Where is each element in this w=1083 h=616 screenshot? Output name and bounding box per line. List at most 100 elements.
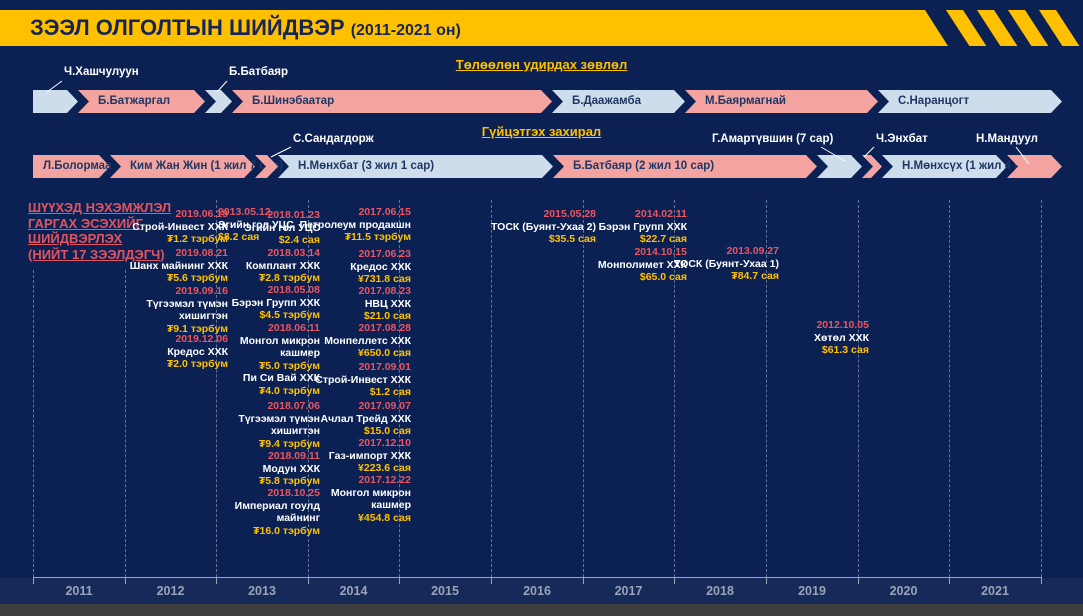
loan-entry-date: 2018.05.08 [267,284,320,296]
loan-entry-date: 2018.03.14 [267,247,320,259]
timeline-segment-label: Б.Батбаяр (2 жил 10 сар) [573,160,715,172]
loan-decision-entry: 2019.06.19 Строй-Инвест ХХК ₮1.2 тэрбум [132,208,228,246]
loan-decision-entry: 2018.05.08 Бэрэн Групп ХХК $4.5 тэрбум [232,284,320,322]
year-label: 2019 [798,584,826,598]
timeline-segment [33,90,78,113]
claims-heading-line: ШҮҮХЭД НЭХЭМЖЛЭЛ [28,200,172,215]
loan-entry-date: 2019.06.19 [175,208,228,220]
loan-entry-amount: ₮11.5 тэрбум [344,231,411,244]
loan-entry-company: Петролеум продакшн [299,218,411,231]
loan-entry-company: Түгээмэл түмэн [146,297,228,310]
year-label: 2013 [248,584,276,598]
loan-entry-date: 2017.06.15 [358,206,411,218]
callout-label: Ч.Хашчулуун [64,66,139,78]
year-gridline [216,200,217,577]
claims-heading: ШҮҮХЭД НЭХЭМЖЛЭЛ ГАРГАХ ЭСЭХИЙГ ШИЙДВЭРЛ… [28,200,171,262]
loan-decision-entry: 2018.03.14 Комплант ХХК ₮2.8 тэрбум [246,247,320,285]
loan-entry-date: 2018.01.23 [267,209,320,221]
loan-entry-company: Хөтөл ХХК [814,331,869,344]
axis-tick [674,577,675,584]
loan-entry-company: Пи Си Вай ХХК [242,372,320,384]
loan-decision-entry: 2018.09.11 Модун ХХК ₮5.8 тэрбум [259,450,320,488]
year-gridline [399,200,400,577]
loan-entry-company: Эгийн гол УЦС [244,221,320,234]
year-label: 2021 [981,584,1009,598]
timeline-segment [205,90,232,113]
loan-entry-company: Монгол микрон [330,486,411,499]
loan-entry-amount: ₮5.0 тэрбум [258,359,320,372]
timeline-segment [685,90,878,113]
loan-entry-company: хишигтэн [270,425,320,438]
loan-decision-entry: Пи Си Вай ХХК ₮4.0 тэрбум [243,372,320,397]
timeline-segment-label: С.Наранцогт [898,95,970,107]
loan-entry-amount: ₮2.0 тэрбум [166,358,228,371]
timeline-segment [33,155,110,178]
callout-label: Н.Мандуул [976,133,1038,145]
axis-tick [125,577,126,584]
loan-entry-amount: ¥454.8 сая [358,511,411,524]
timeline-segment [553,155,817,178]
year-gridline [491,200,492,577]
timeline-segment [862,155,882,178]
year-label: 2011 [65,584,93,598]
loan-entry-company: Газ-импорт ХХК [328,449,411,462]
loan-entry-amount: ¥223.6 сая [358,462,411,475]
claims-heading-line: ШИЙДВЭРЛЭХ [28,231,123,246]
loan-decision-entry: 2018.07.06 Түгээмэл түмэн хишигтэн ₮9.4 тэр… [238,400,320,450]
timeline-segment-label: М.Баярмагнай [705,95,786,107]
loan-entry-company: Бэрэн Групп ХХК [598,220,687,233]
axis-tick [491,577,492,584]
loan-decision-entry: 2017.12.22 Монгол микрон кашмер ¥454.8 сая [331,474,411,524]
timeline-segment-label: Б.Батжаргал [98,95,171,107]
loan-entry-company: Модун ХХК [262,462,320,475]
loan-entry-date: 2013.05.12 [218,206,271,218]
loan-entry-company: Строй-Инвест ХХК [315,373,411,386]
timeline-segment [882,155,1007,178]
loan-entry-amount: $21.0 сая [363,310,411,323]
callout-label: Ч.Энхбат [876,133,928,145]
axis-tick [583,577,584,584]
year-label: 2018 [706,584,734,598]
loan-entry-amount: ₮9.4 тэрбум [258,437,320,450]
loan-entry-date: 2019.08.21 [175,247,228,259]
claims-heading-line: ГАРГАХ ЭСЭХИЙГ [28,215,143,231]
loan-entry-date: 2017.06.23 [358,248,411,260]
loan-entry-date: 2017.12.22 [358,474,411,486]
loan-decision-entry: 2017.06.23 Кредос ХХК ¥731.8 сая [350,248,411,286]
loan-entry-amount: ¥650.0 сая [358,347,411,360]
loan-entry-company: майнинг [276,512,320,525]
loan-entry-date: 2017.12.10 [358,437,411,449]
loan-decision-entry: 2018.10.25 Империал гоулд майнинг ₮16.0 тэр… [235,487,320,537]
loan-entry-date: 2017.09.01 [358,361,411,373]
loan-entry-company: Монгол микрон [239,334,320,347]
loan-entry-company: Строй-Инвест ХХК [132,220,228,233]
axis-tick [308,577,309,584]
year-gridline [858,200,859,577]
loan-decision-entry: 2017.09.01 Строй-Инвест ХХК $1.2 сая [315,361,411,399]
loan-entry-amount: ₮2.8 тэрбум [258,272,320,285]
loan-entry-date: 2014.10.15 [634,246,687,258]
loan-decision-entry: 2019.08.21 Шанх майнинг ХХК ₮5.6 тэрбум [130,247,228,285]
board-timeline-bar: Б.Батжаргал Б.Шинэбаатар Б.Даажамба М.Баярм… [33,90,1063,113]
loan-decision-entry: 2017.06.15 Петролеум продакшн ₮11.5 тэрбум [300,206,411,244]
year-gridline [33,270,34,577]
loan-entry-company: ТОСК (Буянт-Ухаа 1) [674,257,779,270]
timeline-segment [78,90,205,113]
axis-tick [399,577,400,584]
axis-band [0,578,1083,604]
loan-entry-company: Кредос ХХК [350,260,411,273]
loan-entry-amount: ₮4.0 тэрбум [258,384,320,397]
loan-decision-entry: 2018.06.11 Монгол микрон кашмер ₮5.0 тэрбум [240,322,320,372]
loan-entry-date: 2012.10.05 [816,319,869,331]
loan-entry-amount: $1.2 сая [369,386,411,399]
loan-entry-amount: $2.4 сая [278,234,320,247]
loan-decision-entry: 2017.12.10 Газ-импорт ХХК ¥223.6 сая [329,437,411,475]
loan-entry-amount: ₮16.0 тэрбум [253,524,320,537]
executive-timeline-header: Гүйцэтгэх захирал [481,124,602,139]
timeline-segment-label: Б.Даажамба [572,95,641,107]
timeline-segment-label: Н.Мөнхсүх (1 жил 4 сар) [902,160,1039,172]
loan-entry-date: 2014.02.11 [635,208,687,220]
loan-entry-company: кашмер [371,499,411,512]
axis-tick [949,577,950,584]
year-gridline [674,200,675,577]
